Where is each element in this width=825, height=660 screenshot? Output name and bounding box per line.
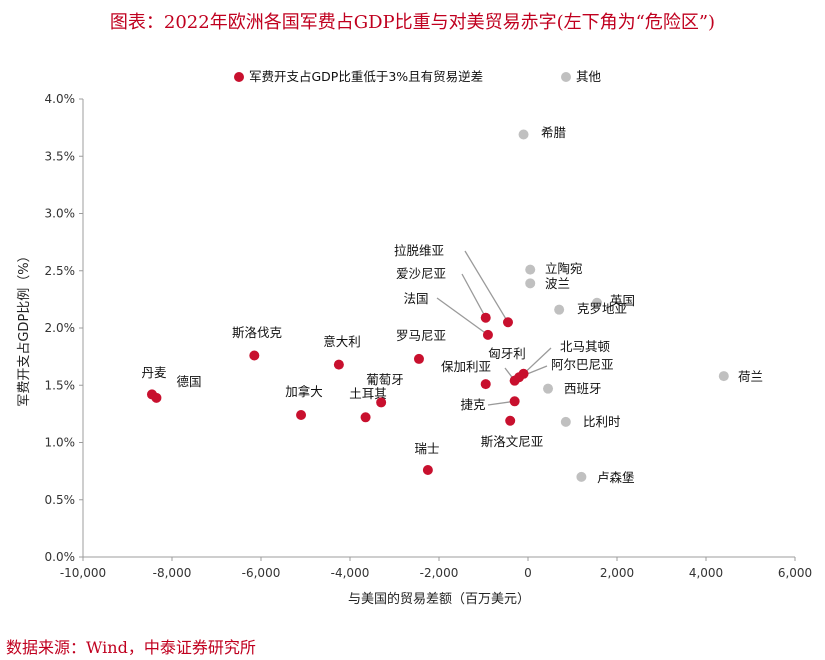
data-point xyxy=(543,383,554,394)
data-point xyxy=(480,379,491,390)
y-tick-label: 1.0% xyxy=(45,436,76,450)
point-label: 斯洛文尼亚 xyxy=(481,434,544,449)
data-point xyxy=(296,410,307,421)
x-tick-label: -8,000 xyxy=(153,566,192,580)
leader-line xyxy=(461,273,487,319)
leader-line xyxy=(523,347,552,375)
data-point xyxy=(480,312,491,323)
x-tick-label: -10,000 xyxy=(60,566,106,580)
point-label: 西班牙 xyxy=(564,381,602,396)
point-label: 罗马尼亚 xyxy=(396,328,446,343)
data-point xyxy=(502,317,513,328)
data-point xyxy=(518,129,529,140)
point-label: 希腊 xyxy=(541,125,567,140)
data-point xyxy=(560,416,571,427)
x-tick-label: -6,000 xyxy=(242,566,281,580)
data-point xyxy=(576,471,587,482)
legend: 军费开支占GDP比重低于3%且有贸易逆差 其他 xyxy=(234,69,602,84)
point-label: 匈牙利 xyxy=(488,346,526,361)
point-label: 斯洛伐克 xyxy=(232,325,282,340)
data-point xyxy=(509,396,520,407)
data-point xyxy=(591,297,602,308)
x-tick-label: -2,000 xyxy=(420,566,459,580)
y-tick-label: 2.5% xyxy=(45,264,76,278)
source-note: 数据来源：Wind，中泰证券研究所 xyxy=(6,638,256,657)
point-label: 波兰 xyxy=(545,276,570,291)
y-tick-label: 4.0% xyxy=(45,92,76,106)
point-label: 荷兰 xyxy=(738,369,763,384)
leader-line xyxy=(464,250,509,323)
y-axis-label: 军费开支占GDP比例（%） xyxy=(17,249,32,406)
x-tick-label: -4,000 xyxy=(331,566,370,580)
data-point xyxy=(333,359,344,370)
axes: -10,000 -8,000 -6,000 -4,000 -2,000 0 2,000 4,0… xyxy=(45,92,813,580)
point-label: 比利时 xyxy=(583,414,621,429)
data-point xyxy=(718,371,729,382)
point-label: 加拿大 xyxy=(285,384,323,399)
point-label: 土耳其 xyxy=(349,386,387,401)
point-label: 瑞士 xyxy=(414,441,439,456)
legend-label: 其他 xyxy=(576,69,602,84)
point-label: 捷克 xyxy=(460,397,485,412)
point-label: 北马其顿 xyxy=(560,339,611,354)
y-tick-label: 1.5% xyxy=(45,378,76,392)
data-point xyxy=(376,397,387,408)
point-label: 葡萄牙 xyxy=(366,372,404,387)
y-tick-label: 3.0% xyxy=(45,207,76,221)
data-point xyxy=(151,392,162,403)
point-label: 阿尔巴尼亚 xyxy=(551,357,614,372)
x-axis-label: 与美国的贸易差额（百万美元） xyxy=(348,591,530,607)
point-label: 保加利亚 xyxy=(441,359,491,374)
data-point xyxy=(482,329,493,340)
y-tick-label: 3.5% xyxy=(45,149,76,163)
point-label: 意大利 xyxy=(323,334,361,349)
legend-marker xyxy=(234,72,244,82)
data-point xyxy=(525,264,536,275)
x-tick-label: 4,000 xyxy=(689,566,723,580)
point-label: 丹麦 xyxy=(141,365,167,380)
x-tick-label: 2,000 xyxy=(600,566,634,580)
data-point xyxy=(422,464,433,475)
data-point xyxy=(413,353,424,364)
data-point xyxy=(554,304,565,315)
leader-lines xyxy=(436,250,552,406)
y-tick-label: 2.0% xyxy=(45,321,76,335)
x-tick-label: 0 xyxy=(524,566,532,580)
data-point xyxy=(249,350,260,361)
leader-line xyxy=(436,297,489,336)
point-label: 爱沙尼亚 xyxy=(396,266,446,281)
data-points xyxy=(146,129,729,482)
point-label: 立陶宛 xyxy=(545,261,583,276)
point-label: 英国 xyxy=(610,293,635,308)
point-label: 德国 xyxy=(176,374,201,389)
point-label: 克罗地亚 xyxy=(577,301,627,316)
data-point xyxy=(360,412,371,423)
data-point xyxy=(514,372,525,383)
point-label: 卢森堡 xyxy=(597,470,635,485)
legend-label: 军费开支占GDP比重低于3%且有贸易逆差 xyxy=(249,69,483,84)
x-tick-label: 6,000 xyxy=(778,566,812,580)
y-tick-label: 0.5% xyxy=(45,493,76,507)
data-point xyxy=(525,278,536,289)
point-label: 法国 xyxy=(403,291,428,306)
legend-marker xyxy=(561,72,571,82)
point-label: 拉脱维亚 xyxy=(394,243,444,258)
chart-title: 图表：2022年欧洲各国军费占GDP比重与对美贸易赤字(左下角为“危险区”) xyxy=(109,12,716,33)
data-point xyxy=(505,415,516,426)
y-tick-label: 0.0% xyxy=(45,550,76,564)
